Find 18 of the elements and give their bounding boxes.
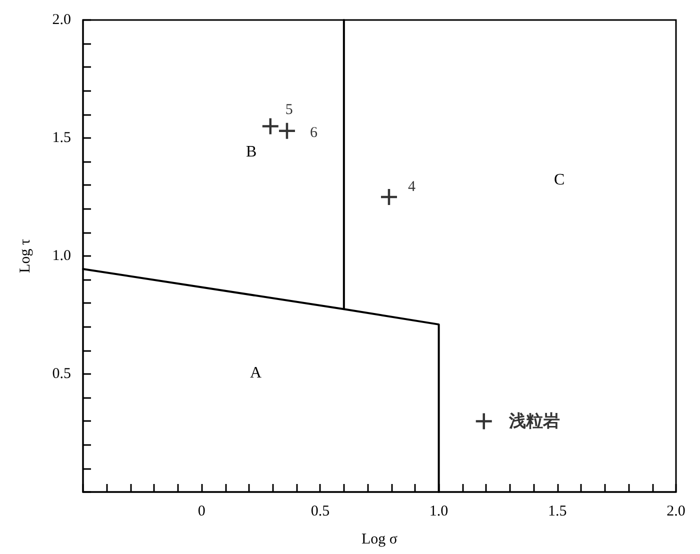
x-tick-label: 1.0 (429, 504, 448, 520)
y-tick-label: 0.5 (52, 366, 71, 382)
x-tick-label: 0 (198, 504, 206, 520)
annotation: C (554, 172, 565, 188)
series-label: 6 (310, 124, 318, 141)
annotation: A (250, 364, 262, 382)
y-tick-label: 1.0 (52, 248, 71, 264)
x-axis-title: Log σ (362, 532, 398, 548)
x-tick-label: 2.0 (666, 504, 686, 520)
y-tick-label: 2.0 (52, 12, 71, 28)
x-tick-label: 0.5 (310, 504, 330, 520)
y-tick-label: 1.5 (52, 130, 71, 146)
y-axis-title: Log τ (18, 239, 34, 273)
series-label: 4 (408, 179, 416, 195)
series-label: 浅粒岩 (508, 412, 560, 431)
series-label: 5 (285, 102, 293, 118)
annotation: B (246, 144, 257, 160)
x-tick-label: 1.5 (548, 504, 567, 520)
